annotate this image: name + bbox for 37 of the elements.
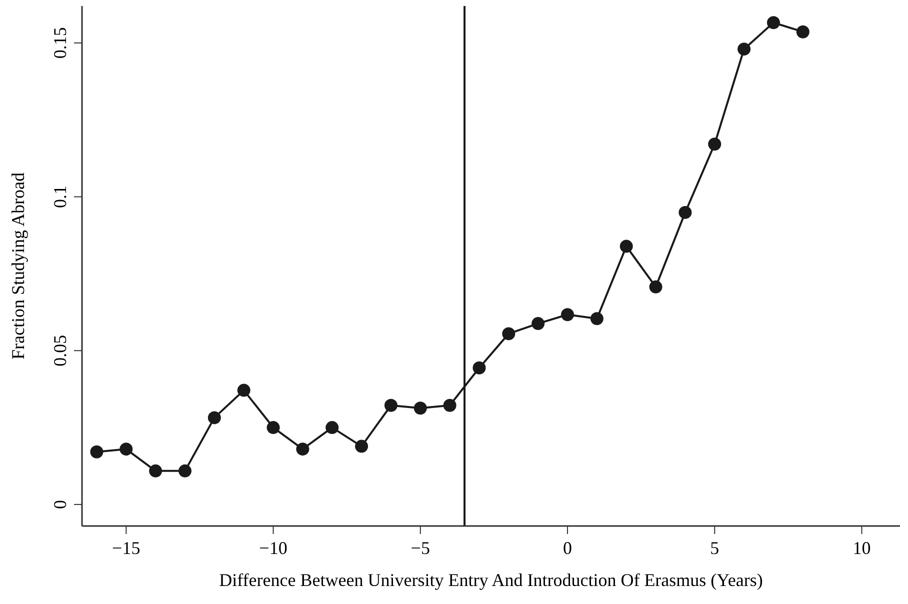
point (90, 445, 104, 458)
point (532, 317, 545, 330)
point (296, 442, 310, 456)
point (266, 421, 280, 434)
point (649, 280, 662, 294)
x-axis-title: Difference Between University Entry And Introduction Of Erasmus (Years) (219, 570, 763, 590)
point (678, 206, 692, 219)
point (326, 421, 339, 434)
point (796, 25, 810, 38)
x-tick-label: −5 (410, 538, 430, 558)
x-tick-label: 10 (852, 538, 871, 558)
point (384, 398, 398, 412)
point (766, 16, 780, 30)
y-tick-label: 0.1 (50, 186, 70, 208)
point (237, 384, 250, 397)
point (590, 312, 604, 326)
y-tick-label: 0.05 (50, 334, 70, 366)
point (738, 42, 751, 56)
point (120, 442, 133, 456)
point (443, 398, 456, 412)
point (708, 138, 722, 151)
point (414, 402, 427, 415)
point (502, 327, 516, 340)
point (620, 240, 633, 253)
x-tick-label: 5 (710, 538, 720, 558)
x-tick-label: 0 (563, 538, 572, 558)
x-tick-label: −10 (259, 538, 288, 558)
point (561, 308, 574, 322)
y-tick-label: 0 (50, 500, 70, 509)
y-tick-label: 0.15 (50, 27, 70, 59)
point (149, 464, 162, 478)
point (472, 361, 486, 374)
point (208, 411, 221, 424)
point (355, 440, 368, 453)
y-axis-title: Fraction Studying Abroad (8, 172, 28, 360)
point (178, 464, 192, 478)
x-tick-label: −15 (112, 538, 140, 558)
